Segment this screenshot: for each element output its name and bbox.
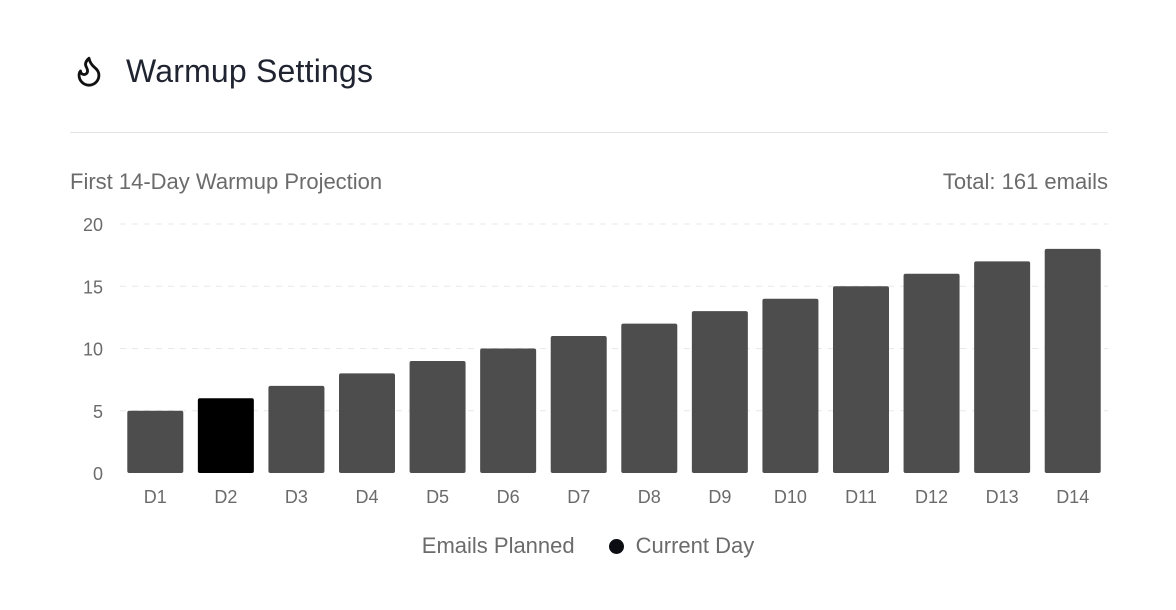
x-tick-label: D11 — [845, 487, 877, 507]
total-emails: Total: 161 emails — [942, 169, 1108, 194]
x-tick-label: D4 — [355, 487, 378, 507]
bar — [833, 286, 889, 473]
current-day-dot-icon — [608, 538, 624, 554]
x-tick-label: D14 — [1056, 487, 1089, 507]
bar — [127, 410, 184, 473]
bar — [974, 261, 1031, 473]
y-tick-label: 10 — [83, 340, 103, 360]
x-tick-label: D13 — [986, 487, 1019, 507]
y-tick-label: 20 — [83, 215, 103, 235]
bar — [409, 360, 466, 473]
y-tick-label: 0 — [93, 464, 103, 484]
chart-legend: Emails Planned Current Day — [0, 533, 1176, 559]
bar — [691, 311, 748, 473]
y-tick-label: 5 — [93, 402, 103, 422]
x-tick-label: D5 — [426, 487, 449, 507]
bar-current-day — [197, 398, 254, 473]
card-header: Warmup Settings — [72, 52, 373, 90]
x-tick-label: D10 — [774, 487, 807, 507]
warmup-bar-chart: 0 5 10 15 20 D1 D2 D3 D4 D5 D6 D7 D8 D9 D10 D11 D12 D13 D1… — [83, 215, 1108, 507]
bar — [903, 273, 960, 473]
x-tick-label: D6 — [497, 487, 520, 507]
bar — [621, 323, 678, 473]
y-tick-label: 15 — [83, 277, 103, 297]
bar — [1044, 248, 1101, 473]
page-title: Warmup Settings — [126, 52, 374, 89]
divider — [70, 132, 1108, 133]
legend-emails-planned: Emails Planned — [421, 533, 575, 558]
chart-title: First 14-Day Warmup Projection — [70, 169, 383, 194]
flame-icon — [77, 56, 101, 87]
x-tick-label: D9 — [708, 487, 731, 507]
bar — [550, 336, 607, 473]
legend-current-day: Current Day — [635, 533, 755, 558]
x-tick-label: D1 — [144, 487, 167, 507]
x-tick-label: D2 — [214, 487, 237, 507]
bar — [480, 348, 537, 473]
bar — [762, 298, 819, 473]
x-tick-label: D7 — [567, 487, 590, 507]
bar — [339, 373, 395, 473]
x-tick-label: D8 — [638, 487, 661, 507]
x-tick-label: D12 — [915, 487, 948, 507]
bar — [268, 385, 325, 473]
x-tick-label: D3 — [285, 487, 308, 507]
